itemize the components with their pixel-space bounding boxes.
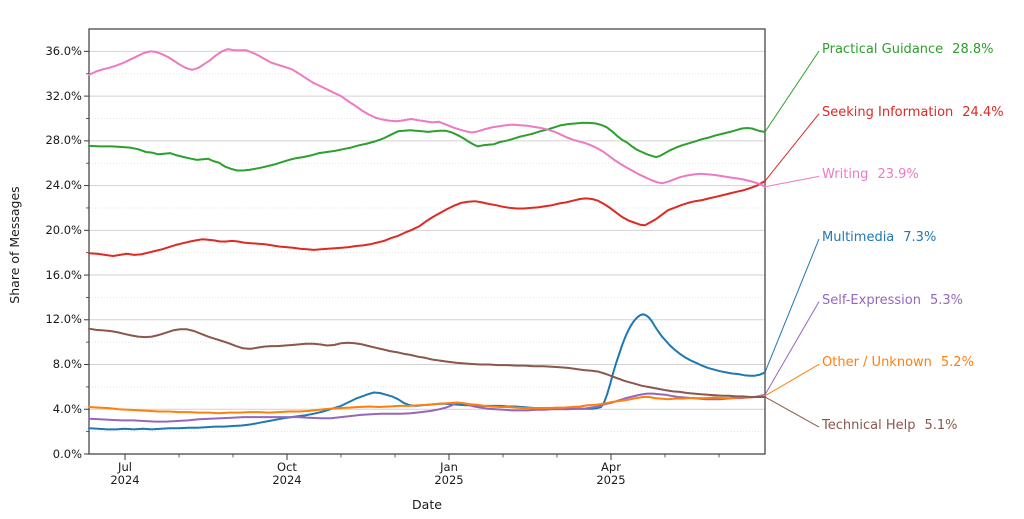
series-value: 5.2% <box>940 355 974 371</box>
series-label-seeking-information: Seeking Information 24.4% <box>822 104 1004 122</box>
series-name: Multimedia <box>822 230 895 245</box>
y-tick-label: 36.0% <box>45 43 82 58</box>
x-tick-label: Apr 2025 <box>579 461 643 487</box>
x-tick-label-line: 2025 <box>596 473 626 487</box>
series-line-technical-help <box>88 327 766 398</box>
leader-line-practical-guidance <box>764 50 820 133</box>
series-name: Seeking Information <box>822 104 954 120</box>
series-name: Practical Guidance <box>822 42 944 57</box>
x-tick-label-line: 2025 <box>434 473 464 487</box>
x-tick-label: Jul 2024 <box>93 461 157 487</box>
x-tick-label-line: Apr <box>601 460 621 474</box>
series-value: 24.4% <box>962 104 1004 120</box>
y-tick-label: 0.0% <box>52 446 82 461</box>
leader-line-other-unknown <box>764 363 820 397</box>
leader-line-self-expression <box>764 301 820 395</box>
series-label-technical-help: Technical Help 5.1% <box>822 417 958 435</box>
series-label-multimedia: Multimedia 7.3% <box>822 229 936 247</box>
leader-line-technical-help <box>764 396 820 428</box>
x-tick-label-line: 2024 <box>272 473 302 487</box>
series-label-self-expression: Self-Expression 5.3% <box>822 292 963 310</box>
series-value: 7.3% <box>903 230 937 245</box>
series-value: 28.8% <box>952 42 994 57</box>
leader-line-seeking-information <box>764 113 820 182</box>
series-name: Self-Expression <box>822 292 921 308</box>
y-tick-label: 32.0% <box>45 88 82 103</box>
leader-line-multimedia <box>764 238 820 373</box>
y-tick-label: 20.0% <box>45 222 82 237</box>
x-tick-label: Oct 2024 <box>255 461 319 487</box>
series-name: Writing <box>822 167 869 183</box>
x-tick-label-line: Jul <box>118 460 132 474</box>
series-name: Technical Help <box>822 418 916 434</box>
x-tick-label-line: Jan <box>440 460 458 474</box>
series-line-seeking-information <box>88 180 766 257</box>
leader-line-writing <box>764 175 820 188</box>
series-label-practical-guidance: Practical Guidance 28.8% <box>822 41 993 59</box>
series-line-self-expression <box>88 392 766 423</box>
series-value: 23.9% <box>877 167 919 183</box>
y-tick-label: 24.0% <box>45 178 82 193</box>
y-tick-label: 8.0% <box>52 357 82 372</box>
series-line-writing <box>88 48 766 188</box>
x-axis-title: Date <box>412 497 442 512</box>
y-tick-label: 16.0% <box>45 267 82 282</box>
series-label-other-unknown: Other / Unknown 5.2% <box>822 354 974 372</box>
x-tick-label-line: Oct <box>277 460 297 474</box>
series-line-other-unknown <box>88 394 766 415</box>
series-label-writing: Writing 23.9% <box>822 166 919 184</box>
x-tick-label: Jan 2025 <box>417 461 481 487</box>
plot-border <box>88 28 766 455</box>
series-value: 5.1% <box>924 418 958 434</box>
x-tick-label-line: 2024 <box>110 473 140 487</box>
series-name: Other / Unknown <box>822 355 932 371</box>
series-line-practical-guidance <box>88 121 766 172</box>
y-tick-label: 12.0% <box>45 312 82 327</box>
y-tick-label: 4.0% <box>52 401 82 416</box>
y-tick-label: 28.0% <box>45 133 82 148</box>
series-value: 5.3% <box>930 292 964 308</box>
